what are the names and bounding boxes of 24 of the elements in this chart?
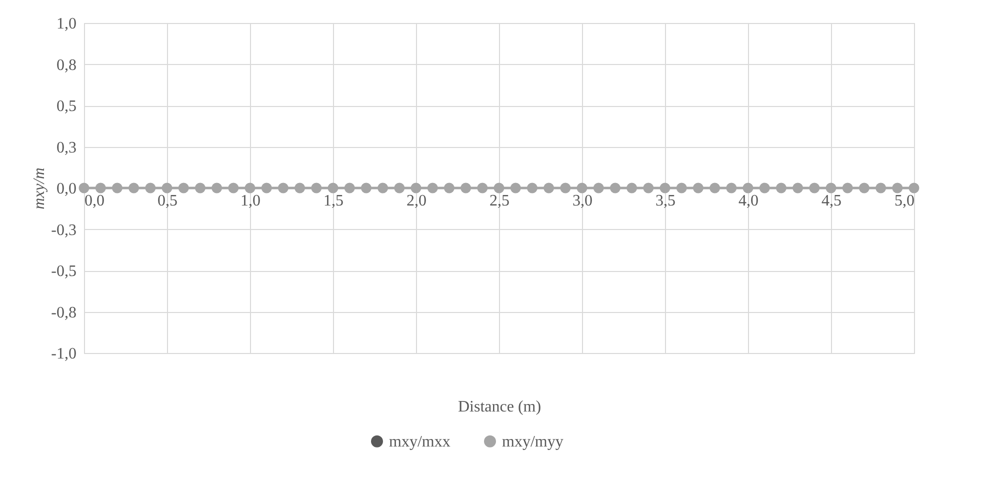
legend-label: mxy/mxx: [389, 433, 450, 450]
legend-label: mxy/myy: [502, 433, 564, 450]
x-tick-label: 1,5: [324, 192, 344, 210]
y-tick-label: 0,8: [56, 56, 76, 74]
x-tick-label: 4,0: [738, 192, 758, 210]
x-axis-title: Distance (m): [458, 398, 542, 416]
x-tick-label: 3,0: [572, 192, 592, 210]
x-tick-label: 0,0: [84, 192, 104, 210]
x-tick-label: 1,0: [240, 192, 260, 210]
y-tick-label: -1,0: [51, 346, 76, 362]
x-tick-label: 3,5: [656, 192, 676, 210]
x-tick-label: 4,5: [822, 192, 842, 210]
x-tick-label: 0,5: [158, 192, 178, 210]
x-tick-label: 5,0: [894, 192, 914, 210]
y-tick-label: 0,3: [56, 139, 76, 156]
y-tick-label: -0,3: [51, 222, 76, 239]
x-tick-label: 2,5: [490, 192, 510, 210]
y-tick-label: 1,0: [56, 16, 76, 32]
y-tick-label: 0,5: [56, 98, 76, 115]
y-tick-label: -0,8: [51, 304, 76, 322]
x-tick-label: 2,0: [406, 192, 426, 210]
y-tick-label: -0,5: [51, 263, 76, 280]
y-axis-title: mxy/m: [31, 168, 48, 210]
y-tick-label: 0,0: [56, 180, 76, 198]
